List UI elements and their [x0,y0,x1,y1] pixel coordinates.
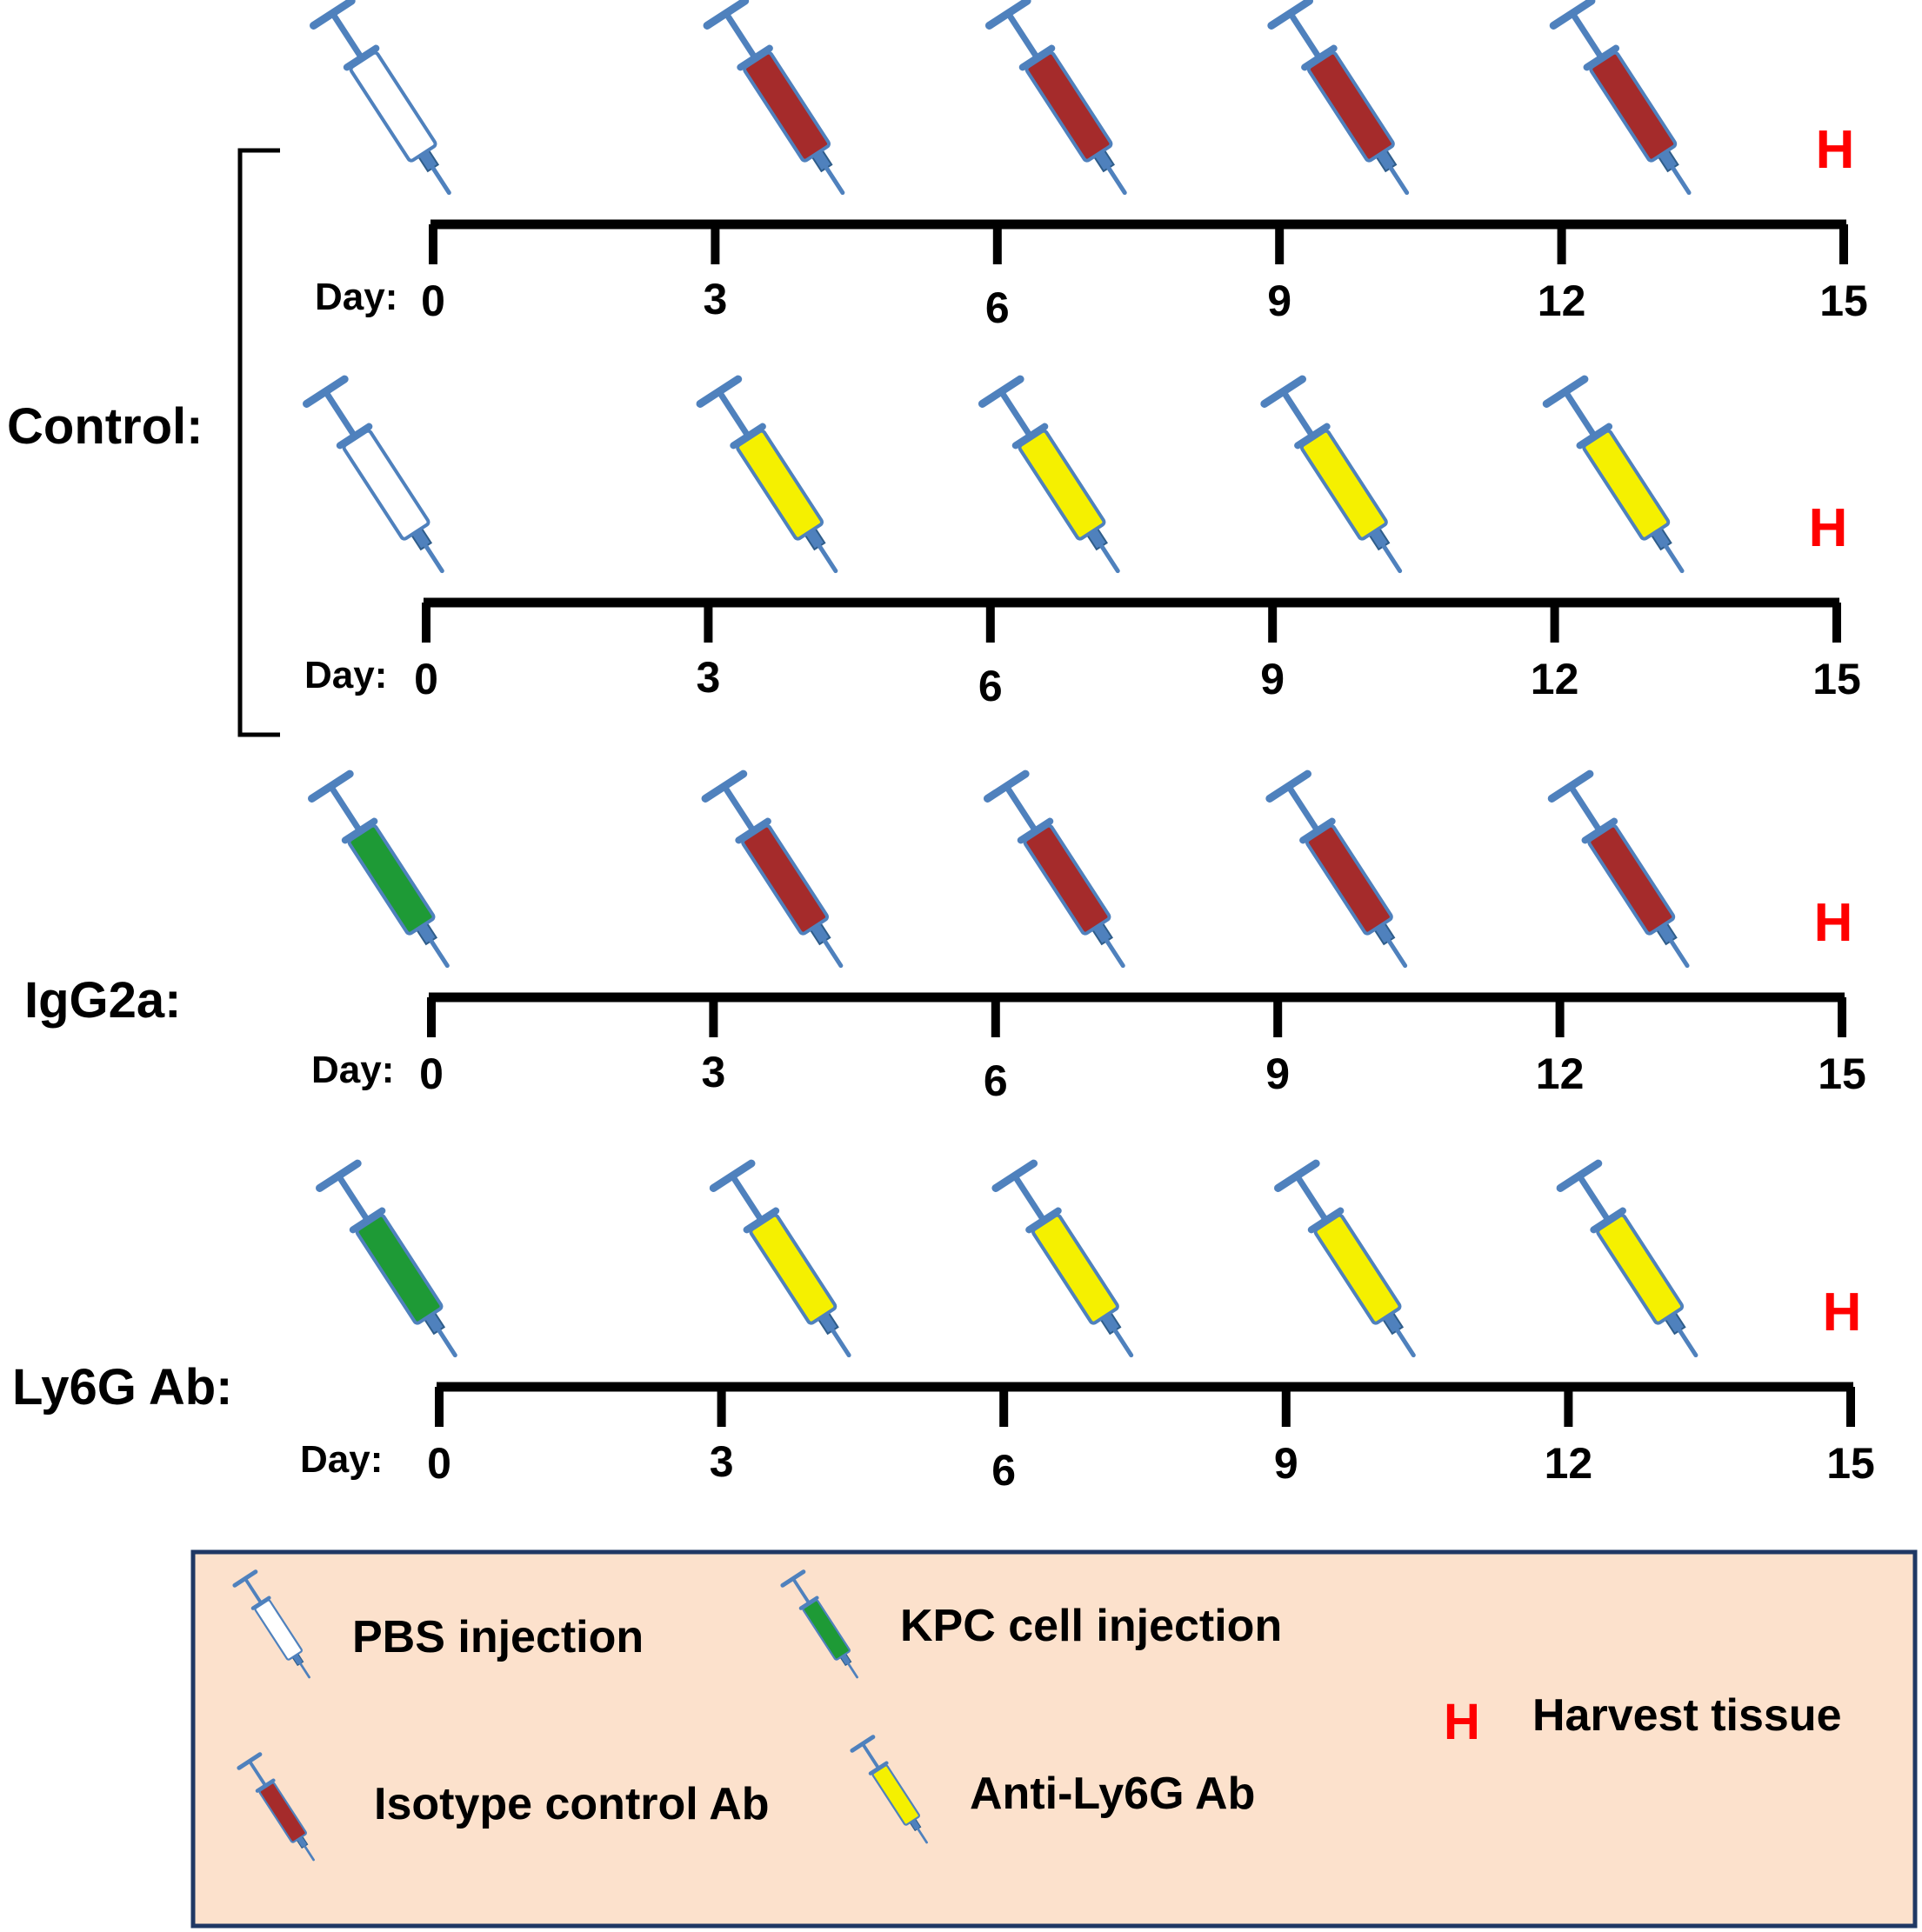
anti_ly6g-barrel [1299,429,1388,541]
tick-label: 12 [1538,276,1586,325]
tick-label: 12 [1531,655,1579,703]
group-label-3: Ly6G Ab: [12,1359,233,1416]
isotype-barrel [743,50,831,163]
anti_ly6g-syringe [982,379,1137,583]
tick-label: 9 [1274,1439,1298,1488]
anti_ly6g-barrel [736,429,824,541]
pbs-syringe [314,1,469,205]
timeline-3: 0 3 6 9 12 15 Day: H [311,774,1866,1105]
day-label: Day: [300,1438,383,1481]
isotype-barrel [741,823,830,936]
isotype-barrel [1023,823,1111,936]
kpc-syringe [320,1163,475,1368]
tick-label: 15 [1826,1439,1875,1488]
anti_ly6g-syringe [700,379,855,583]
anti_ly6g-syringe [996,1163,1151,1368]
tick-label: 6 [978,662,1003,710]
legend-pbs-syringe [235,1572,320,1684]
isotype-syringe [987,774,1142,978]
timeline-2: 0 3 6 9 12 15 Day: H [304,379,1861,710]
tick-label: 9 [1260,655,1285,703]
anti_ly6g-barrel [1596,1213,1685,1325]
tick-label: 0 [419,1049,444,1098]
legend-label-isotype: Isotype control Ab [374,1779,770,1829]
isotype-barrel [258,1782,307,1843]
anti_ly6g-barrel [749,1213,838,1325]
anti_ly6g-syringe [1265,379,1419,583]
legend-background [190,1549,1918,1929]
isotype-barrel [1589,50,1678,163]
legend-kpc-syringe [783,1572,868,1684]
tick-label: 6 [991,1446,1016,1495]
tick-label: 0 [427,1439,451,1488]
anti_ly6g-barrel [1018,429,1106,541]
anti_ly6g-syringe [1546,379,1701,583]
anti_ly6g-syringe [1560,1163,1715,1368]
anti_ly6g-syringe [713,1163,868,1368]
anti_ly6g-barrel [1313,1213,1402,1325]
day-label: Day: [315,276,397,318]
tick-label: 3 [703,275,727,323]
isotype-syringe [1271,1,1426,205]
tick-label: 3 [696,653,720,702]
anti_ly6g-barrel [871,1764,920,1826]
anti_ly6g-syringe [1278,1163,1433,1368]
kpc-barrel [802,1599,851,1661]
tick-label: 12 [1536,1049,1585,1098]
legend-box: PBS injection KPC cell injection Isotype… [190,1549,1918,1929]
tick-label: 3 [701,1048,725,1096]
anti_ly6g-barrel [1582,429,1671,541]
legend-label-harvest: Harvest tissue [1532,1690,1842,1741]
isotype-syringe [1270,774,1425,978]
isotype-barrel [1306,50,1395,163]
group-label-2: IgG2a: [24,972,182,1029]
isotype-syringe [989,1,1144,205]
isotype-syringe [1553,1,1708,205]
timeline-1: 0 3 6 9 12 15 Day: H [314,1,1868,332]
tick-label: 0 [421,276,445,325]
legend-harvest-symbol: H [1444,1694,1480,1750]
tick-label: 15 [1812,655,1861,703]
tick-label: 6 [985,283,1010,332]
day-label: Day: [304,654,387,696]
legend-isotype-syringe [239,1755,324,1867]
legend-anti_ly6g-syringe [852,1737,938,1849]
legend-label-anti-ly6g: Anti-Ly6G Ab [970,1769,1255,1819]
tick-label: 6 [984,1056,1008,1105]
tick-label: 9 [1267,276,1291,325]
group-label-1: Control: [7,398,204,455]
kpc-barrel [355,1213,444,1325]
isotype-barrel [1587,823,1676,936]
kpc-syringe [312,774,467,978]
harvest-marker: H [1823,1282,1862,1342]
isotype-syringe [1552,774,1706,978]
harvest-marker: H [1814,893,1853,953]
timeline-4: 0 3 6 9 12 15 Day: H [300,1163,1875,1495]
pbs-barrel [254,1599,303,1661]
harvest-marker: H [1809,498,1848,558]
kpc-barrel [347,823,436,936]
isotype-barrel [1305,823,1393,936]
tick-label: 3 [710,1437,734,1486]
pbs-barrel [349,50,437,163]
tick-label: 9 [1265,1049,1290,1098]
pbs-barrel [342,429,430,541]
tick-label: 0 [414,655,438,703]
isotype-barrel [1024,50,1113,163]
tick-label: 15 [1819,276,1868,325]
pbs-syringe [307,379,462,583]
legend-label-pbs: PBS injection [352,1612,644,1662]
control-bracket [237,148,280,737]
tick-label: 15 [1818,1049,1866,1098]
isotype-syringe [705,774,860,978]
harvest-marker: H [1816,120,1855,180]
anti_ly6g-barrel [1031,1213,1119,1325]
legend-label-kpc: KPC cell injection [900,1601,1282,1651]
isotype-syringe [707,1,862,205]
tick-label: 12 [1545,1439,1593,1488]
day-label: Day: [311,1049,394,1091]
